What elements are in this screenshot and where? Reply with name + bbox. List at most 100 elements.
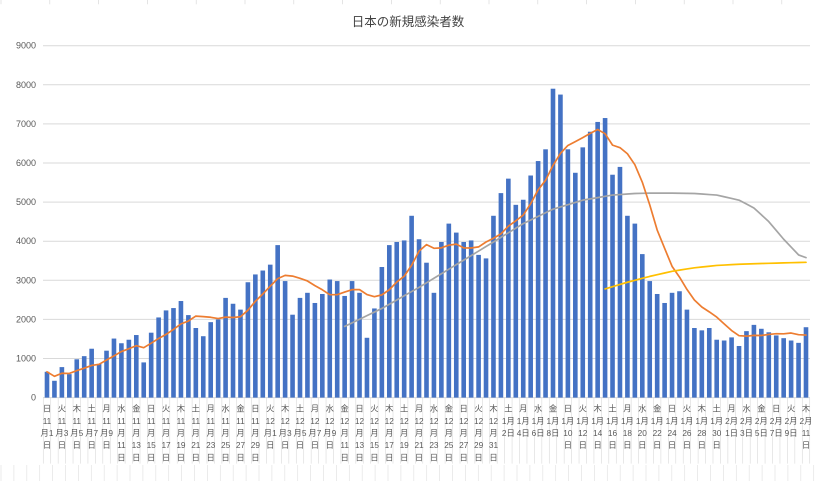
svg-text:月: 月 [474, 428, 482, 438]
svg-text:月: 月 [385, 428, 393, 438]
svg-text:日: 日 [311, 440, 319, 450]
svg-text:日: 日 [326, 440, 334, 450]
svg-text:11: 11 [162, 416, 171, 426]
svg-text:16: 16 [608, 428, 618, 438]
svg-text:12: 12 [578, 428, 588, 438]
svg-text:日: 日 [207, 452, 215, 462]
svg-text:日: 日 [117, 452, 125, 462]
svg-text:29: 29 [474, 440, 484, 450]
svg-text:5000: 5000 [16, 197, 36, 207]
svg-text:2000: 2000 [16, 314, 36, 324]
svg-text:月: 月 [519, 404, 527, 414]
svg-text:11: 11 [147, 416, 156, 426]
svg-text:月: 月 [430, 428, 438, 438]
svg-text:金: 金 [653, 404, 662, 414]
svg-text:11: 11 [221, 416, 230, 426]
svg-text:月: 月 [445, 428, 453, 438]
svg-text:土: 土 [400, 404, 408, 414]
svg-text:12: 12 [340, 416, 350, 426]
svg-text:11: 11 [802, 428, 811, 438]
svg-text:12: 12 [414, 416, 424, 426]
svg-text:水: 水 [221, 404, 230, 414]
svg-text:1月: 1月 [591, 416, 604, 426]
svg-text:12: 12 [385, 416, 395, 426]
svg-text:日: 日 [713, 440, 721, 450]
svg-text:1月: 1月 [651, 416, 664, 426]
svg-text:11: 11 [251, 416, 260, 426]
svg-text:日: 日 [772, 404, 780, 414]
svg-text:日: 日 [251, 404, 259, 414]
svg-text:木: 木 [385, 404, 394, 414]
svg-text:12: 12 [400, 416, 410, 426]
svg-text:日: 日 [683, 440, 691, 450]
svg-text:7日: 7日 [770, 428, 783, 438]
svg-text:11: 11 [43, 416, 52, 426]
svg-text:火: 火 [787, 404, 795, 414]
svg-text:日: 日 [445, 452, 453, 462]
svg-text:火: 火 [162, 404, 170, 414]
svg-text:月3: 月3 [55, 428, 68, 438]
svg-text:1月: 1月 [666, 416, 679, 426]
svg-text:12: 12 [444, 416, 454, 426]
svg-text:月7: 月7 [308, 428, 321, 438]
svg-text:1月: 1月 [710, 416, 723, 426]
svg-text:月: 月 [623, 404, 631, 414]
svg-text:日: 日 [653, 440, 661, 450]
svg-text:1月: 1月 [636, 416, 649, 426]
svg-text:21: 21 [191, 440, 201, 450]
svg-text:水: 水 [534, 404, 543, 414]
svg-text:2日: 2日 [502, 428, 515, 438]
svg-text:日: 日 [668, 404, 676, 414]
svg-text:25: 25 [444, 440, 454, 450]
svg-text:29: 29 [251, 440, 261, 450]
svg-text:27: 27 [459, 440, 469, 450]
svg-text:日: 日 [460, 404, 468, 414]
svg-text:土: 土 [608, 404, 616, 414]
svg-text:日: 日 [474, 452, 482, 462]
svg-text:火: 火 [474, 404, 482, 414]
svg-text:水: 水 [638, 404, 647, 414]
svg-text:木: 木 [177, 404, 186, 414]
svg-text:10: 10 [563, 428, 573, 438]
svg-text:日: 日 [623, 440, 631, 450]
svg-text:1月: 1月 [695, 416, 708, 426]
svg-text:月: 月 [147, 428, 155, 438]
svg-text:土: 土 [713, 404, 721, 414]
svg-text:26: 26 [682, 428, 692, 438]
svg-text:日: 日 [221, 452, 229, 462]
svg-text:7000: 7000 [16, 119, 36, 129]
svg-text:月1: 月1 [264, 428, 277, 438]
svg-text:日: 日 [266, 440, 274, 450]
svg-text:31: 31 [489, 440, 499, 450]
svg-text:金: 金 [340, 404, 349, 414]
svg-text:20: 20 [638, 428, 648, 438]
svg-text:4日: 4日 [517, 428, 530, 438]
svg-text:19: 19 [176, 440, 186, 450]
svg-text:18: 18 [623, 428, 633, 438]
svg-text:月: 月 [236, 428, 244, 438]
svg-text:水: 水 [742, 404, 751, 414]
svg-text:月: 月 [489, 428, 497, 438]
svg-text:2月: 2月 [725, 416, 738, 426]
svg-text:月: 月 [400, 428, 408, 438]
svg-text:3日: 3日 [740, 428, 753, 438]
svg-text:金: 金 [549, 404, 558, 414]
svg-text:月: 月 [132, 428, 140, 438]
svg-text:日: 日 [355, 452, 363, 462]
svg-text:土: 土 [504, 404, 512, 414]
svg-text:1月: 1月 [547, 416, 560, 426]
svg-text:日: 日 [73, 440, 81, 450]
svg-text:月: 月 [117, 428, 125, 438]
svg-text:月: 月 [415, 428, 423, 438]
svg-text:日: 日 [192, 452, 200, 462]
svg-text:日: 日 [593, 440, 601, 450]
svg-text:日: 日 [43, 404, 51, 414]
svg-text:9000: 9000 [16, 41, 36, 51]
svg-text:12: 12 [295, 416, 305, 426]
svg-text:12: 12 [474, 416, 484, 426]
svg-text:月: 月 [370, 428, 378, 438]
svg-text:12: 12 [281, 416, 291, 426]
svg-text:1月: 1月 [532, 416, 545, 426]
svg-text:15: 15 [147, 440, 157, 450]
svg-text:2月: 2月 [740, 416, 753, 426]
